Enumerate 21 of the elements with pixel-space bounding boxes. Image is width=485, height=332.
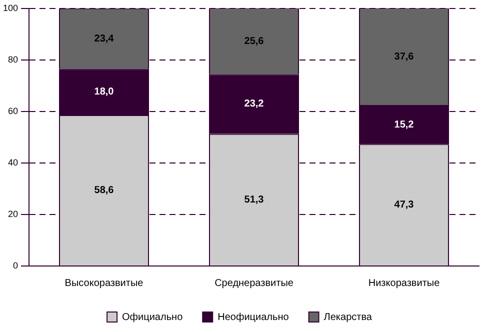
data-label: 23,4 bbox=[94, 33, 114, 44]
data-label: 18,0 bbox=[94, 86, 114, 98]
y-tick-label: 40 bbox=[8, 157, 18, 168]
data-label: 25,6 bbox=[244, 36, 264, 47]
y-tick-label: 0 bbox=[13, 260, 18, 270]
y-tick-label: 100 bbox=[2, 2, 18, 13]
legend-label: Неофициально bbox=[218, 312, 290, 323]
data-label: 15,2 bbox=[394, 119, 414, 130]
legend-label: Официально bbox=[122, 312, 184, 323]
data-label: 23,2 bbox=[244, 98, 264, 110]
data-label: 37,6 bbox=[394, 51, 414, 62]
x-tick-label: Среднеразвитые bbox=[214, 278, 294, 289]
x-tick-label: Высокоразвитые bbox=[64, 278, 144, 289]
legend-label: Лекарства bbox=[324, 312, 372, 323]
data-label: 58,6 bbox=[94, 185, 114, 196]
x-tick-label: Низкоразвитые bbox=[368, 278, 440, 289]
y-tick-label: 80 bbox=[8, 54, 18, 64]
y-tick-label: 20 bbox=[8, 208, 18, 219]
data-label: 47,3 bbox=[394, 200, 414, 211]
data-label: 51,3 bbox=[244, 194, 264, 206]
y-tick-label: 60 bbox=[8, 106, 18, 116]
